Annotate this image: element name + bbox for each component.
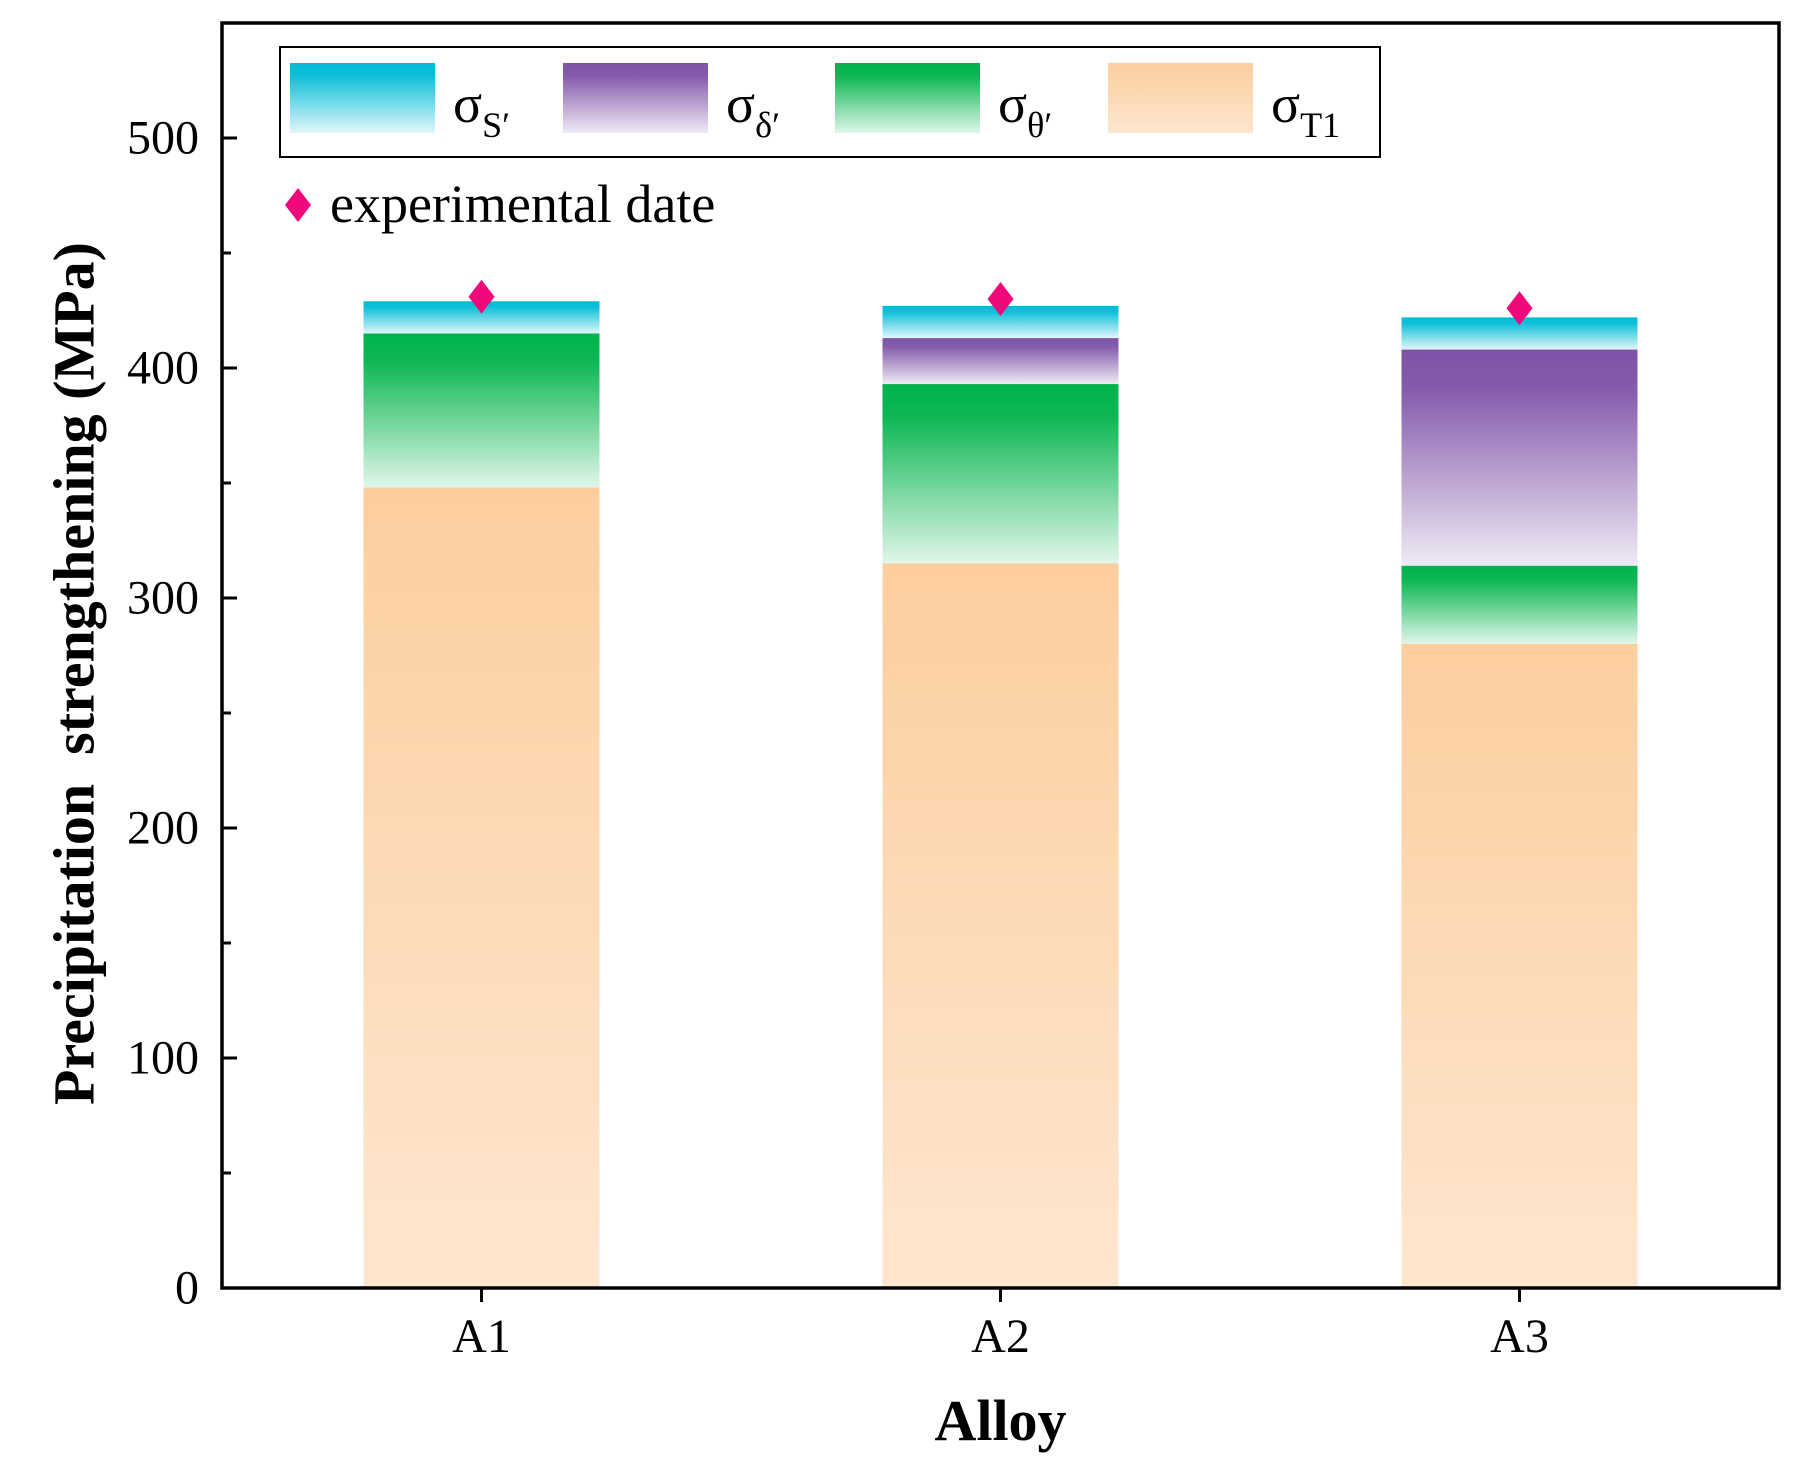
legend-label-experimental: experimental date (330, 174, 715, 234)
bars-layer (363, 301, 1638, 1289)
legend-swatch-s (290, 63, 435, 133)
x-tick-label-a2: A2 (971, 1310, 1030, 1363)
experimental-marker-a1 (468, 279, 495, 314)
experimental-marker-a2 (987, 282, 1014, 316)
bar-a2- (882, 384, 1119, 564)
x-tick-label-a1: A1 (452, 1310, 511, 1363)
bar-a3-t1 (1401, 644, 1638, 1288)
y-tick-label: 200 (127, 802, 199, 855)
legend-label-: σδ′ (726, 74, 780, 145)
legend-label-s: σS′ (453, 74, 510, 145)
legend-swatch-t1 (1108, 63, 1253, 133)
y-axis-title: Precipitation strengthening (MPa) (42, 242, 107, 1105)
y-tick-label: 0 (175, 1262, 199, 1315)
bar-a3- (1401, 349, 1638, 566)
bar-a1- (363, 333, 600, 488)
bar-a3- (1401, 565, 1638, 644)
experimental-marker-a3 (1506, 291, 1533, 326)
legend-label-t1: σT1 (1271, 74, 1340, 145)
legend-label-: σθ′ (998, 74, 1052, 145)
y-tick-label: 500 (127, 112, 199, 165)
x-tick-label-a3: A3 (1490, 1310, 1549, 1363)
bar-a1-t1 (363, 487, 600, 1289)
y-tick-label: 100 (127, 1032, 199, 1085)
legend-swatch- (835, 63, 980, 133)
bar-a2-t1 (882, 563, 1119, 1288)
bar-a2- (882, 338, 1119, 385)
y-axis: 0 100 200 300 400 500 (127, 21, 237, 1315)
y-tick-label: 300 (127, 572, 199, 625)
y-tick-label: 400 (127, 342, 199, 395)
experimental-markers (468, 279, 1533, 326)
x-axis-title: Alloy (934, 1388, 1066, 1453)
legend-marker-experimental (285, 188, 311, 222)
legend: σS′ σδ′ σθ′ σT1 experimental date (279, 46, 1381, 234)
x-axis: A1 A2 A3 (452, 1288, 1549, 1363)
legend-swatch- (563, 63, 708, 133)
